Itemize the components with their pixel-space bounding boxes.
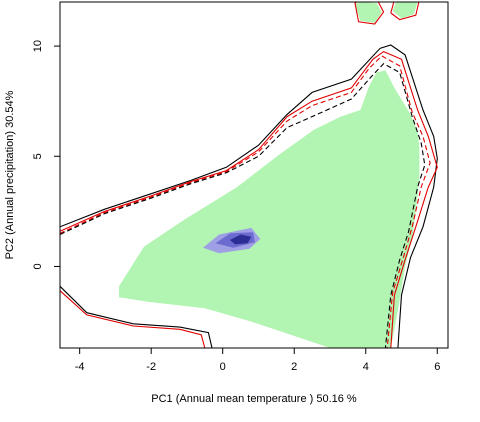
contour-line-7 [354, 2, 385, 25]
contour-line-1 [60, 44, 438, 348]
contour-line-6 [60, 290, 206, 348]
y-tick-label: 10 [32, 40, 44, 52]
green-region-main [119, 70, 420, 348]
contour-line-5 [60, 285, 213, 348]
x-axis-label: PC1 (Annual mean temperature ) 50.16 % [151, 393, 357, 405]
contour-line-2 [60, 50, 438, 348]
x-tick-label: 2 [291, 361, 297, 373]
density-level-high [229, 234, 252, 245]
y-axis-ticks: 0 5 10 [32, 40, 60, 270]
green-niche-area [119, 2, 420, 348]
plot-frame [59, 1, 449, 349]
green-region-small [355, 2, 382, 23]
x-tick-label: 6 [434, 361, 440, 373]
y-axis-label: PC2 (Annual precipitation) 30.54% [4, 90, 16, 259]
x-tick-label: -2 [146, 361, 156, 373]
contour-line-4 [60, 63, 426, 348]
contour-line-8 [390, 2, 420, 21]
y-tick-label: 0 [32, 263, 44, 269]
contour-line-3 [60, 55, 431, 348]
x-axis-ticks: -4 -2 0 2 4 6 [75, 348, 440, 373]
x-tick-label: -4 [75, 361, 85, 373]
x-tick-label: 4 [363, 361, 369, 373]
contour-lines [60, 2, 438, 348]
x-tick-label: 0 [220, 361, 226, 373]
green-region-top [392, 2, 418, 19]
density-blob [203, 227, 261, 254]
y-tick-label: 5 [32, 153, 44, 159]
